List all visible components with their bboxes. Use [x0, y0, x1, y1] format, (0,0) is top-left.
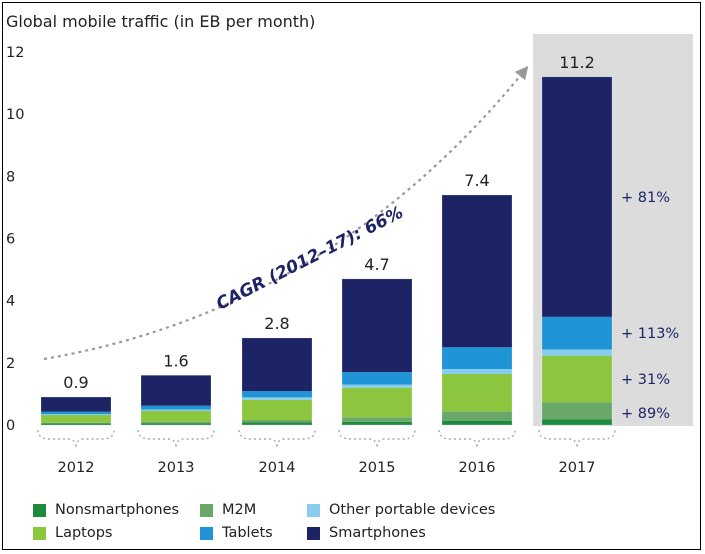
- y-tick-label: 12: [6, 45, 24, 61]
- bar-segment-m2m: [442, 411, 512, 421]
- bar-segment-nonsmartphones: [542, 419, 612, 425]
- bar-2014: [241, 337, 313, 426]
- bar-segment-smartphones: [141, 375, 211, 406]
- x-tick-label: 2012: [58, 460, 95, 476]
- bar-outline: [441, 194, 513, 426]
- bar-outline: [541, 76, 613, 426]
- bar-segment-m2m: [242, 420, 312, 423]
- bar-segment-other-portable-devices: [242, 397, 312, 400]
- total-label: 1.6: [163, 351, 188, 370]
- y-axis: 0 2 4 6 8 10 12: [6, 45, 24, 434]
- bar-segment-laptops: [442, 374, 512, 412]
- bar-segment-nonsmartphones: [442, 420, 512, 425]
- bar-segment-other-portable-devices: [41, 414, 111, 416]
- bar-2016: [441, 194, 513, 426]
- x-tick-label: 2013: [158, 460, 195, 476]
- bar-segment-smartphones: [542, 76, 612, 317]
- bar-segment-tablets: [342, 372, 412, 385]
- bar-segment-laptops: [141, 411, 211, 422]
- chart-title: Global mobile traffic (in EB per month): [6, 12, 315, 31]
- category-brace: [238, 429, 316, 449]
- bar-segment-laptops: [242, 399, 312, 421]
- bar-2013: [140, 375, 212, 426]
- total-label: 0.9: [63, 373, 88, 392]
- bar-segment-tablets: [141, 405, 211, 410]
- bar-segment-other-portable-devices: [141, 409, 211, 412]
- bar-segment-m2m: [342, 417, 412, 422]
- total-labels: 0.9 1.6 2.8 4.7 7.4 11.2: [63, 53, 595, 392]
- category-brace: [438, 429, 516, 449]
- x-axis: 2012 2013 2014 2015 2016 2017: [58, 460, 596, 476]
- bar-segment-nonsmartphones: [41, 423, 111, 425]
- category-braces: [37, 429, 616, 449]
- bar-segment-smartphones: [442, 194, 512, 348]
- bar-2012: [40, 396, 112, 426]
- bar-segment-nonsmartphones: [141, 423, 211, 425]
- bar-segment-other-portable-devices: [342, 384, 412, 388]
- x-tick-label: 2016: [459, 460, 496, 476]
- growth-labels: + 81% + 113% + 31% + 89%: [621, 190, 679, 422]
- bar-outline: [341, 278, 413, 426]
- bar-segment-nonsmartphones: [342, 421, 412, 425]
- category-brace: [538, 429, 616, 449]
- bar-segment-laptops: [41, 415, 111, 423]
- bar-outline: [241, 337, 313, 426]
- bar-segment-m2m: [41, 422, 111, 424]
- y-tick-label: 8: [6, 169, 15, 185]
- bar-segment-laptops: [542, 355, 612, 403]
- bar-2017: [541, 76, 613, 426]
- bar-segment-m2m: [141, 421, 211, 424]
- growth-label: + 81%: [621, 190, 670, 206]
- y-tick-label: 0: [6, 418, 15, 434]
- category-brace: [137, 429, 215, 449]
- bar-segment-m2m: [542, 402, 612, 420]
- total-label: 4.7: [364, 255, 389, 274]
- cagr-arrow: [43, 65, 529, 361]
- category-brace: [37, 429, 115, 449]
- total-label: 11.2: [559, 53, 595, 72]
- category-brace: [338, 429, 416, 449]
- bar-segment-other-portable-devices: [442, 369, 512, 375]
- bar-segment-tablets: [242, 391, 312, 398]
- y-tick-label: 2: [6, 356, 15, 372]
- y-tick-label: 10: [6, 107, 24, 123]
- bar-segment-tablets: [442, 347, 512, 370]
- bar-outline: [40, 396, 112, 426]
- x-tick-label: 2014: [259, 460, 296, 476]
- bar-outline: [140, 375, 212, 426]
- growth-label: + 113%: [621, 326, 679, 342]
- y-tick-label: 4: [6, 294, 15, 310]
- bar-segment-laptops: [342, 387, 412, 418]
- bar-segment-smartphones: [242, 337, 312, 392]
- bar-2015: [341, 278, 413, 426]
- bar-segment-tablets: [542, 316, 612, 350]
- growth-label: + 89%: [621, 406, 670, 422]
- total-label: 2.8: [264, 314, 289, 333]
- bar-segment-smartphones: [41, 397, 111, 412]
- bars: [40, 76, 613, 426]
- growth-label: + 31%: [621, 372, 670, 388]
- bar-segment-tablets: [41, 411, 111, 415]
- y-tick-label: 6: [6, 232, 15, 248]
- x-tick-label: 2017: [559, 460, 596, 476]
- bar-segment-other-portable-devices: [542, 349, 612, 356]
- bar-segment-smartphones: [342, 278, 412, 373]
- x-tick-label: 2015: [359, 460, 396, 476]
- bar-segment-nonsmartphones: [242, 422, 312, 425]
- total-label: 7.4: [464, 171, 489, 190]
